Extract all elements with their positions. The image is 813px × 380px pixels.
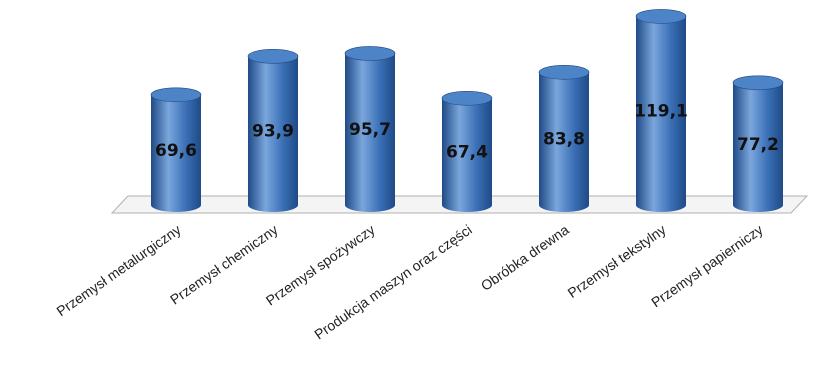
bar-top bbox=[247, 49, 299, 64]
bar-top bbox=[635, 9, 687, 24]
category-label: Przemysł metalurgiczny bbox=[53, 221, 183, 319]
bar-top bbox=[344, 46, 396, 61]
data-labels: 69,6 93,9 95,7 67,4 83,8 119,1 77,2 bbox=[155, 102, 779, 163]
bar-series bbox=[150, 9, 784, 213]
data-label: 77,2 bbox=[737, 135, 779, 155]
data-label: 95,7 bbox=[349, 120, 391, 140]
data-label: 67,4 bbox=[446, 143, 488, 163]
bar-body bbox=[636, 16, 686, 212]
bar-body bbox=[539, 72, 589, 212]
bar bbox=[635, 9, 687, 212]
category-label: Przemysł tekstylny bbox=[565, 221, 669, 301]
category-label: Produkcja maszyn oraz części bbox=[311, 221, 474, 342]
bar bbox=[538, 65, 590, 212]
data-label: 93,9 bbox=[252, 122, 294, 142]
bar-top bbox=[441, 90, 493, 106]
bar bbox=[247, 49, 299, 213]
bar-top bbox=[538, 65, 590, 80]
data-label: 69,6 bbox=[155, 141, 197, 161]
bar-top bbox=[150, 87, 202, 103]
category-label: Obróbka drewna bbox=[478, 221, 572, 294]
bar-body bbox=[442, 98, 492, 212]
bar-body bbox=[345, 53, 395, 212]
bar bbox=[732, 75, 784, 213]
data-label: 119,1 bbox=[634, 102, 688, 122]
data-label: 83,8 bbox=[543, 130, 585, 150]
bar-body bbox=[151, 94, 201, 212]
bar-body bbox=[248, 56, 298, 213]
bar bbox=[441, 90, 493, 212]
bar bbox=[344, 46, 396, 212]
bar-body bbox=[733, 82, 783, 213]
bar-top bbox=[732, 75, 784, 91]
bar bbox=[150, 87, 202, 212]
